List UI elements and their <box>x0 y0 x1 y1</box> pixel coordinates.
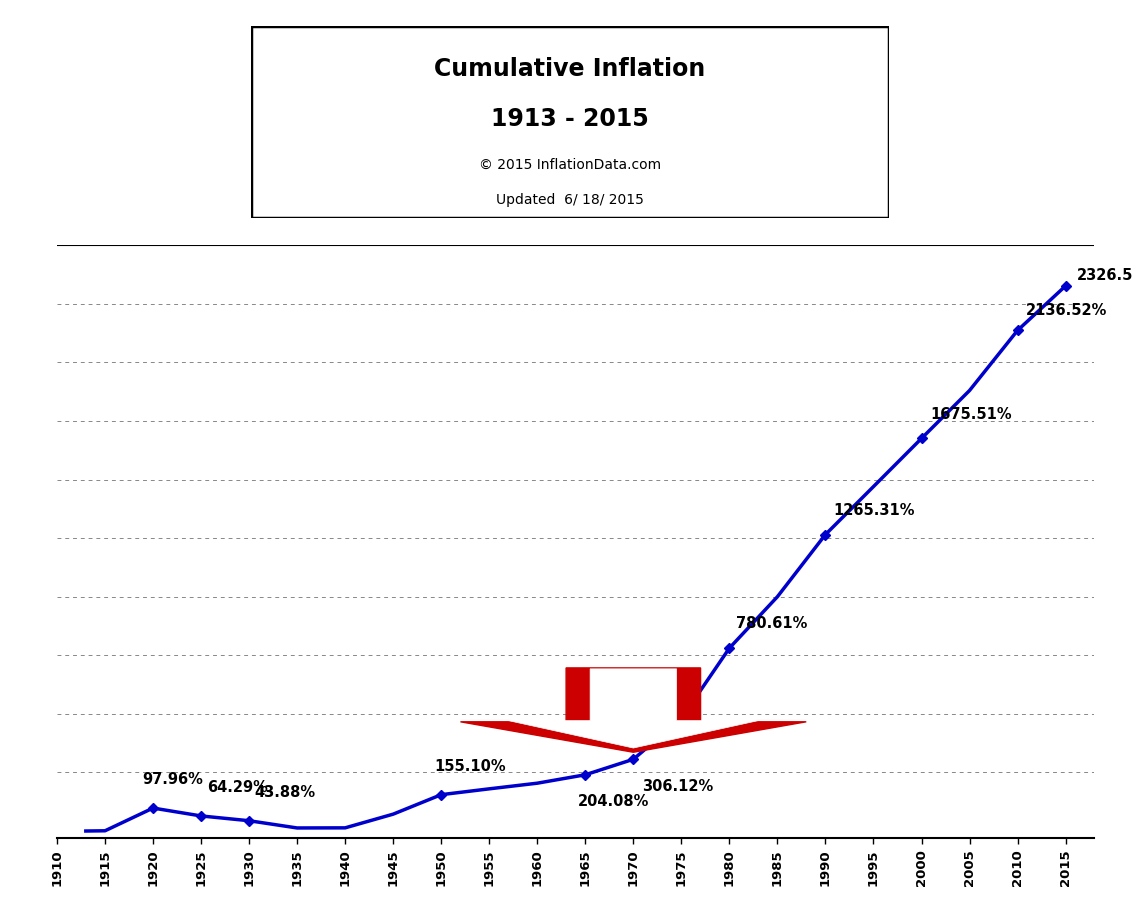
Text: © 2015 InflationData.com: © 2015 InflationData.com <box>479 159 661 172</box>
Text: 97.96%: 97.96% <box>142 772 203 786</box>
Polygon shape <box>508 669 758 748</box>
Text: 1265.31%: 1265.31% <box>833 502 915 517</box>
Text: Updated  6/ 18/ 2015: Updated 6/ 18/ 2015 <box>496 192 644 207</box>
Text: 43.88%: 43.88% <box>254 783 316 799</box>
Text: 64.29%: 64.29% <box>206 779 268 794</box>
Polygon shape <box>461 668 806 752</box>
Text: 780.61%: 780.61% <box>736 616 808 630</box>
Text: Cumulative Inflation: Cumulative Inflation <box>434 57 706 81</box>
Text: 2326.5: 2326.5 <box>1076 268 1133 282</box>
Text: 2136.52%: 2136.52% <box>1026 302 1107 317</box>
Text: 306.12%: 306.12% <box>642 778 712 793</box>
Text: 155.10%: 155.10% <box>434 758 506 773</box>
Text: 204.08%: 204.08% <box>578 793 650 808</box>
Text: 1913 - 2015: 1913 - 2015 <box>491 107 649 131</box>
Text: 1675.51%: 1675.51% <box>930 406 1011 421</box>
